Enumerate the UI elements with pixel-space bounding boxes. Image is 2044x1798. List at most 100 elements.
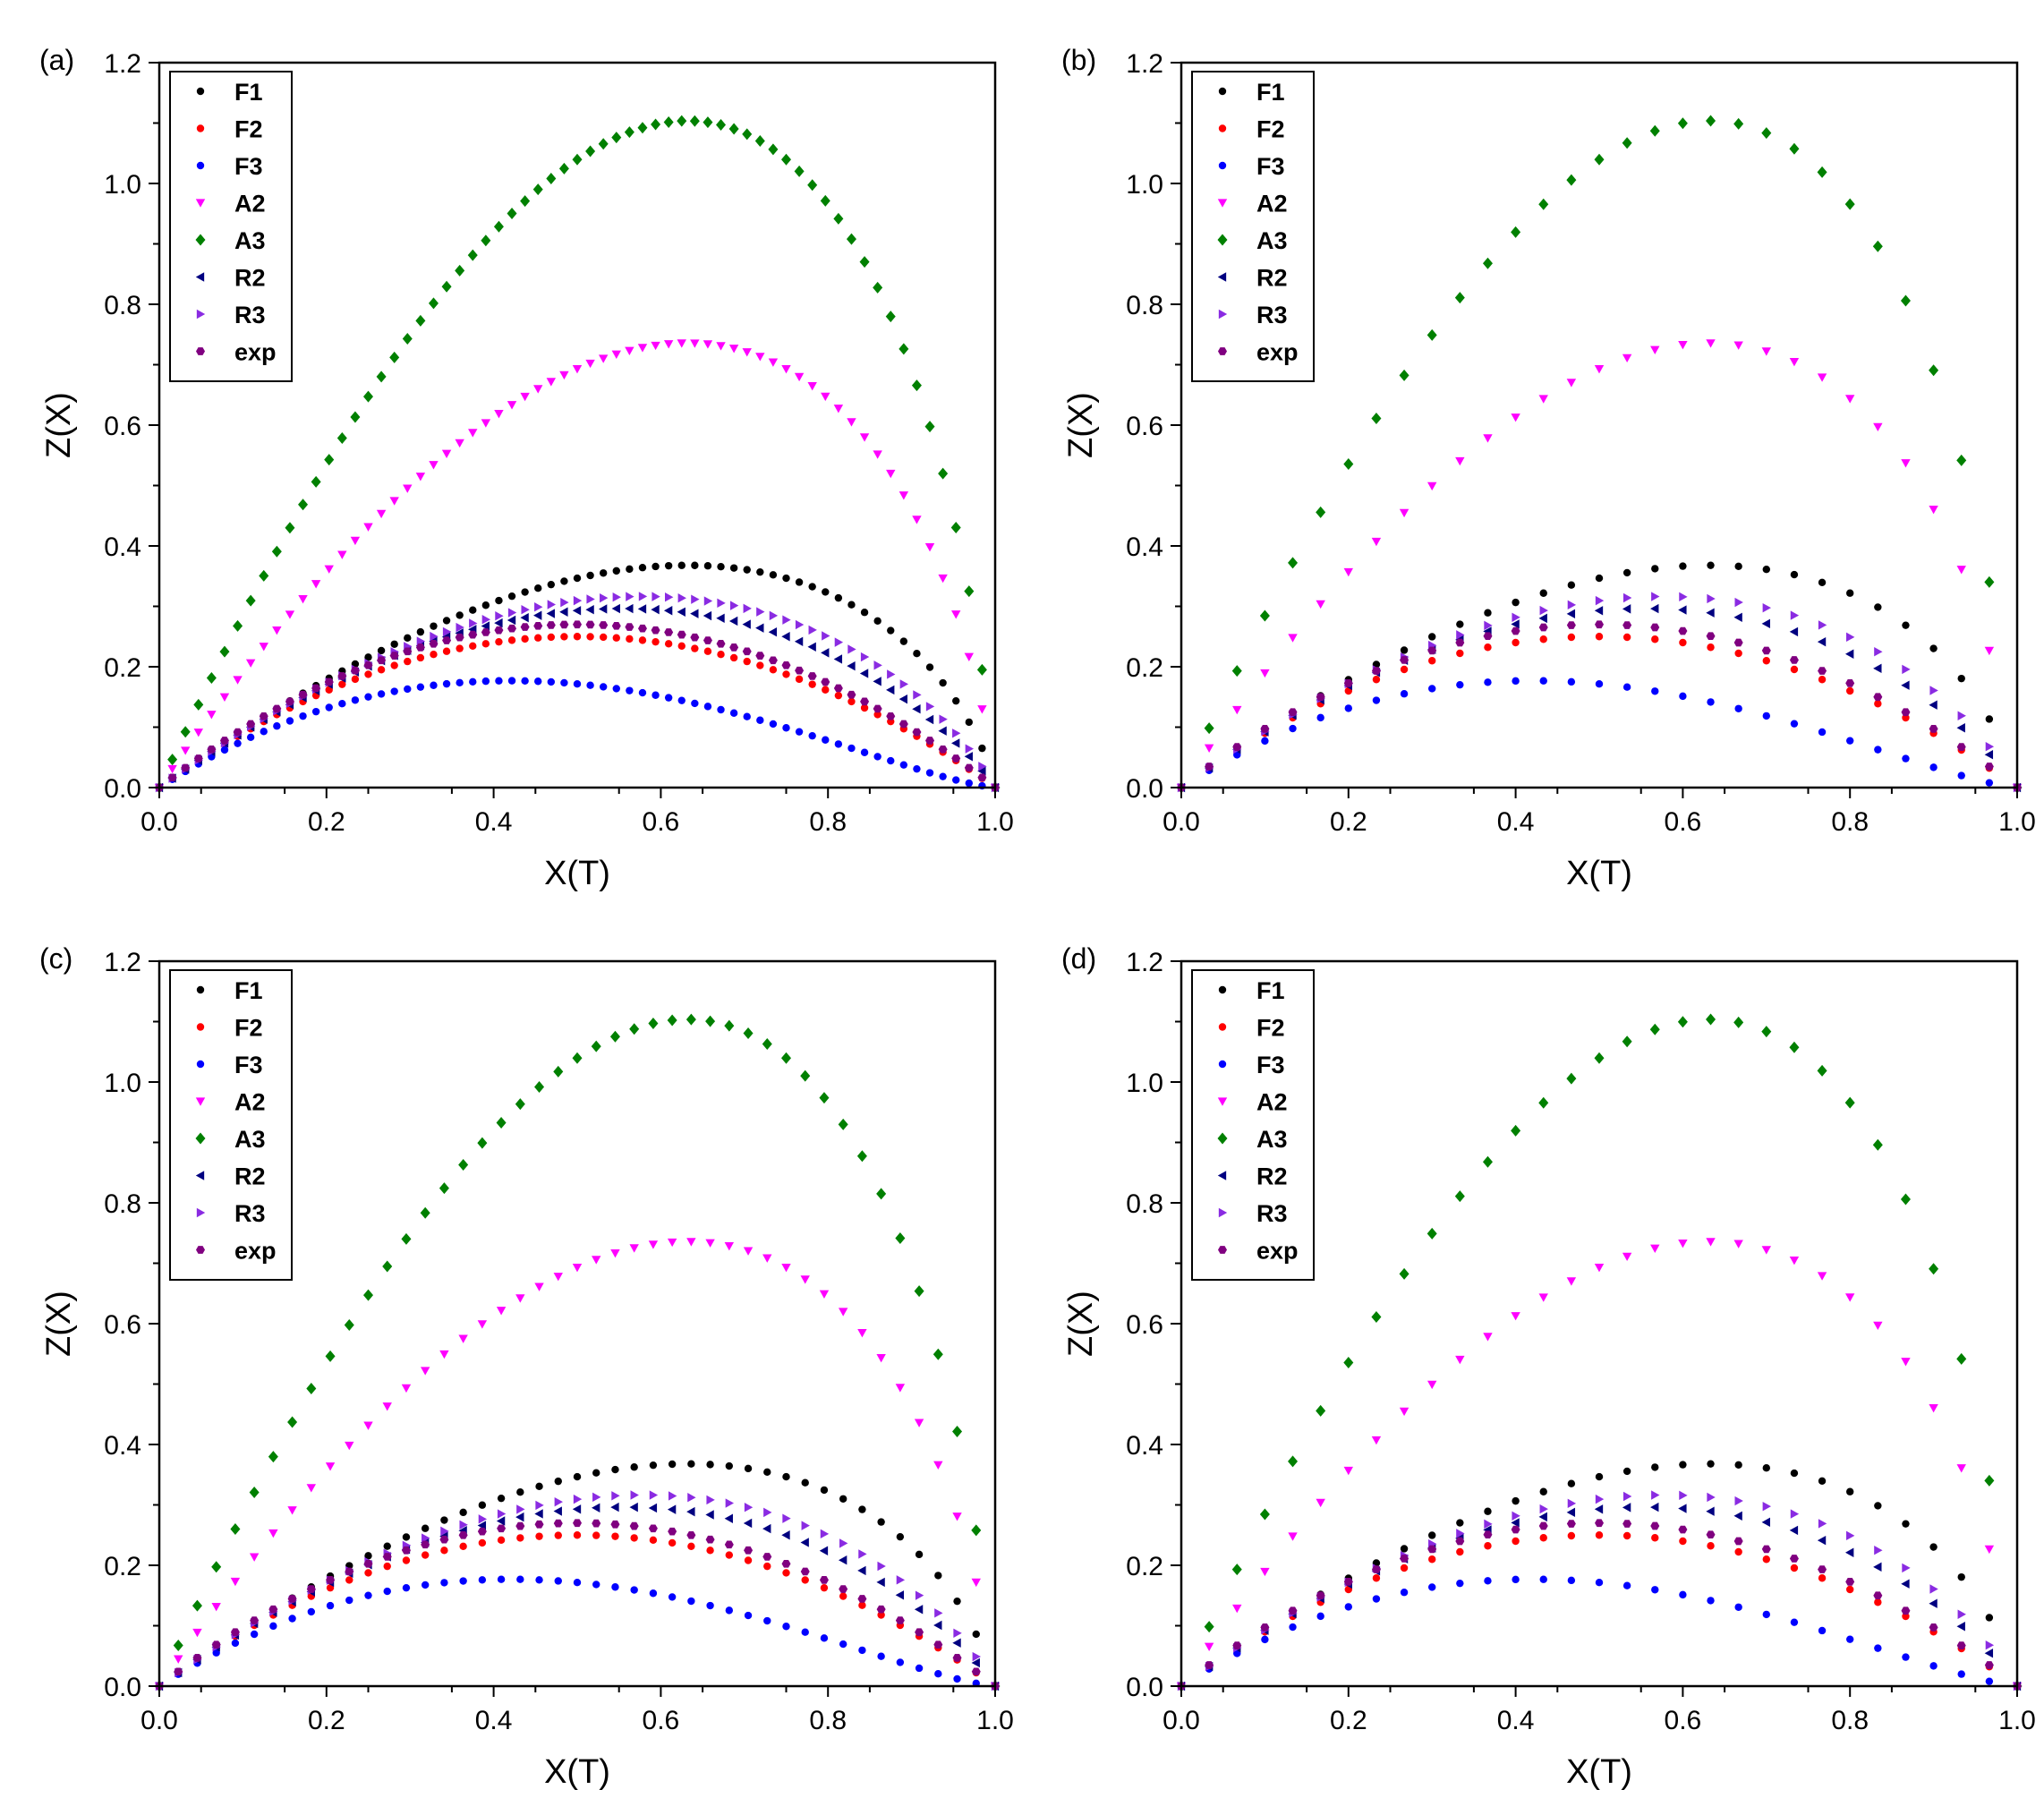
data-point-a2 bbox=[219, 693, 230, 702]
data-point-f3 bbox=[877, 1652, 885, 1660]
data-point-r3 bbox=[459, 1520, 468, 1530]
data-point-r3 bbox=[649, 1490, 659, 1500]
data-point-exp bbox=[847, 690, 856, 699]
data-point-exp bbox=[807, 672, 817, 680]
data-point-r2 bbox=[724, 1513, 733, 1523]
data-point-f2 bbox=[430, 650, 438, 659]
data-point-a3 bbox=[285, 522, 295, 534]
data-point-a3 bbox=[298, 498, 309, 511]
data-point-f2 bbox=[706, 1547, 714, 1555]
data-point-f3 bbox=[416, 683, 425, 691]
legend-label: R2 bbox=[234, 1163, 266, 1190]
data-point-a3 bbox=[754, 135, 765, 148]
data-point-f2 bbox=[1512, 638, 1520, 647]
y-tick-label: 0.4 bbox=[1126, 1431, 1163, 1461]
data-point-r2 bbox=[1789, 1525, 1799, 1536]
data-point-a3 bbox=[768, 143, 779, 156]
data-point-r3 bbox=[1790, 1509, 1800, 1519]
data-point-f3 bbox=[756, 716, 764, 724]
legend-item-f2: F2 bbox=[196, 116, 263, 143]
data-point-f2 bbox=[743, 657, 751, 666]
data-point-a3 bbox=[1984, 575, 1995, 588]
data-point-r2 bbox=[807, 642, 816, 652]
legend-box bbox=[1191, 71, 1315, 382]
data-point-exp bbox=[1650, 623, 1660, 632]
data-point-r2 bbox=[857, 1565, 866, 1576]
y-tick-label: 0.2 bbox=[104, 653, 141, 683]
data-point-f1 bbox=[1400, 1545, 1409, 1553]
data-point-a3 bbox=[1622, 137, 1632, 149]
data-point-r3 bbox=[691, 594, 700, 604]
legend-box bbox=[169, 969, 293, 1281]
data-point-a3 bbox=[376, 371, 387, 383]
data-points bbox=[1176, 1013, 2023, 1692]
data-point-r2 bbox=[572, 1504, 582, 1514]
data-point-r2 bbox=[951, 738, 960, 748]
data-point-f3 bbox=[1428, 1583, 1436, 1591]
data-point-f1 bbox=[626, 565, 634, 574]
data-point-a3 bbox=[1427, 1227, 1437, 1240]
data-point-f1 bbox=[630, 1463, 638, 1471]
data-point-a2 bbox=[1622, 1252, 1632, 1262]
legend-label: F1 bbox=[1256, 977, 1285, 1004]
data-point-f3 bbox=[1651, 1586, 1659, 1594]
data-point-f2 bbox=[858, 1601, 866, 1609]
data-point-exp bbox=[1761, 1545, 1771, 1554]
data-point-a3 bbox=[1929, 364, 1939, 377]
data-point-exp bbox=[724, 1540, 734, 1549]
data-point-exp bbox=[1706, 632, 1716, 641]
data-point-a3 bbox=[344, 1319, 354, 1332]
data-point-f3 bbox=[1400, 1589, 1409, 1597]
data-point-f1 bbox=[915, 1550, 924, 1559]
data-point-a2 bbox=[1901, 1358, 1911, 1367]
data-point-r2 bbox=[1594, 606, 1604, 616]
legend-label: F3 bbox=[234, 1052, 263, 1078]
data-point-r3 bbox=[478, 1514, 488, 1524]
data-point-a2 bbox=[455, 439, 464, 448]
series-exp bbox=[1177, 620, 2022, 792]
data-point-r2 bbox=[1845, 1547, 1854, 1557]
data-point-a3 bbox=[193, 698, 204, 711]
data-point-a2 bbox=[821, 392, 830, 402]
data-point-f2 bbox=[325, 686, 333, 694]
data-point-f1 bbox=[1651, 1463, 1659, 1471]
chart-panel-c: (c) 0.0 0.2 0.4 0.6 0.8 1.0 0.0 0.2 0.4 0.6 0.8 1.0 1… bbox=[0, 899, 1022, 1797]
data-point-r3 bbox=[1874, 647, 1883, 657]
legend-marker-r3 bbox=[1218, 309, 1228, 320]
data-point-a2 bbox=[1733, 1240, 1743, 1248]
data-point-r2 bbox=[821, 648, 830, 658]
data-point-a2 bbox=[585, 359, 595, 369]
data-point-a3 bbox=[624, 126, 634, 139]
data-point-a3 bbox=[1844, 1096, 1855, 1109]
data-point-f2 bbox=[668, 1538, 677, 1547]
data-point-r2 bbox=[1956, 723, 1965, 733]
data-point-f1 bbox=[913, 650, 921, 658]
panel-label: (d) bbox=[1061, 942, 1096, 975]
legend-marker-r2 bbox=[195, 1171, 205, 1180]
data-point-f3 bbox=[638, 688, 647, 697]
data-point-f1 bbox=[534, 584, 542, 592]
data-point-f2 bbox=[782, 670, 790, 678]
legend-marker-r2 bbox=[1217, 272, 1227, 282]
data-point-f3 bbox=[934, 1669, 942, 1678]
data-point-f2 bbox=[860, 703, 869, 712]
data-point-f1 bbox=[592, 1469, 600, 1477]
series-r2 bbox=[154, 603, 1000, 793]
data-point-exp bbox=[1929, 1623, 1938, 1632]
data-point-f2 bbox=[612, 634, 620, 642]
data-point-f2 bbox=[1567, 1531, 1576, 1540]
data-point-exp bbox=[219, 737, 229, 745]
data-point-r3 bbox=[1651, 1490, 1660, 1500]
data-point-exp bbox=[337, 672, 347, 680]
data-point-exp bbox=[573, 1519, 582, 1528]
data-point-f1 bbox=[547, 580, 556, 589]
data-points bbox=[1176, 115, 2023, 794]
data-point-f2 bbox=[652, 637, 660, 646]
y-tick-label: 0.0 bbox=[1126, 1673, 1163, 1702]
data-point-r3 bbox=[717, 598, 726, 609]
data-point-f3 bbox=[250, 1630, 259, 1639]
y-tick-label: 0.2 bbox=[1126, 653, 1163, 683]
data-point-r2 bbox=[819, 1546, 829, 1555]
data-point-r2 bbox=[1929, 1598, 1938, 1608]
series-exp bbox=[155, 620, 1000, 792]
